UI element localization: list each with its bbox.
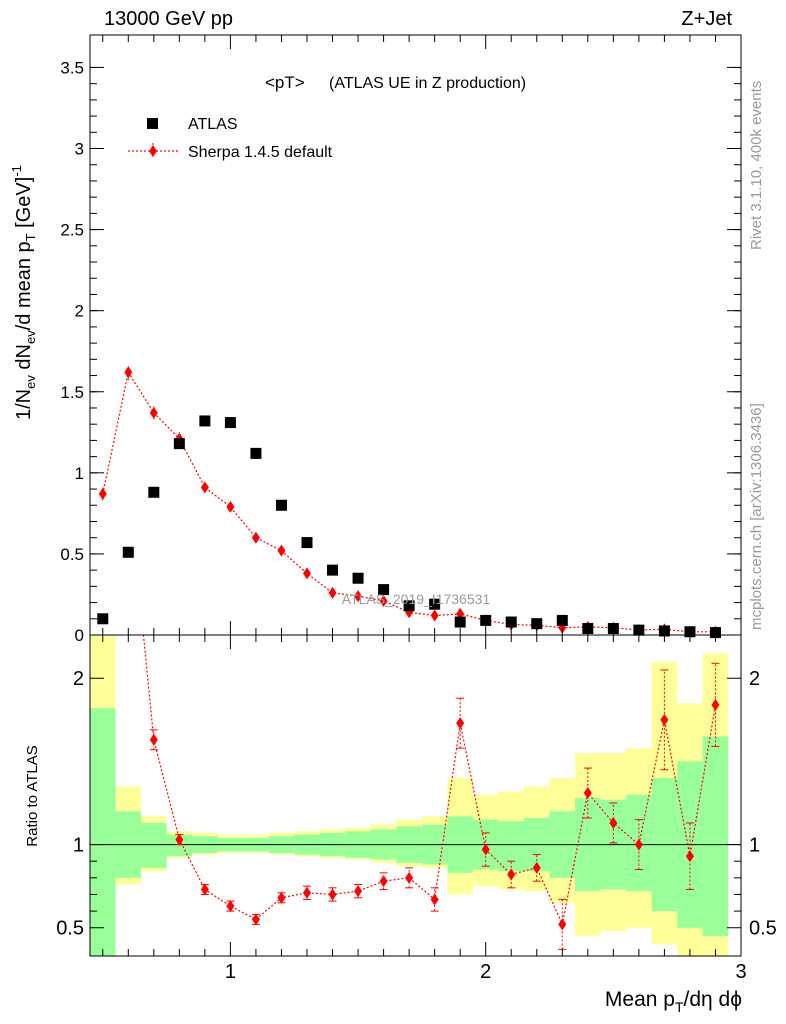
atlas-point	[378, 584, 390, 596]
legend-marker-atlas	[147, 118, 158, 129]
ratio-y-tick-label-right: 1	[749, 835, 760, 857]
main-y-tick-label: 0	[75, 626, 84, 645]
atlas-point	[275, 499, 287, 511]
main-y-axis: 0 0.5 1 1.5 2 2.5 3 3.5	[60, 35, 742, 645]
sherpa-point	[379, 594, 388, 607]
plot-title: <pT>	[265, 73, 305, 92]
legend-marker-sherpa	[149, 145, 157, 157]
ratio-point	[507, 868, 516, 881]
atlas-point	[454, 616, 466, 628]
atlas-point	[531, 618, 543, 630]
ratio-point	[200, 883, 209, 896]
main-y-tick-label: 3.5	[60, 58, 84, 77]
main-y-axis-title: 1/Nev dNev/d mean pT [GeV]-1	[9, 165, 38, 420]
legend-label-atlas: ATLAS	[188, 116, 238, 133]
atlas-point	[505, 616, 517, 628]
ratio-point	[149, 733, 158, 746]
ratio-series-group	[124, 476, 720, 950]
main-y-tick-label: 3	[75, 140, 84, 159]
atlas-point	[327, 564, 339, 576]
atlas-point	[480, 614, 492, 626]
ratio-y-tick-label: 1	[73, 835, 84, 857]
atlas-point	[97, 613, 109, 625]
sherpa-point	[149, 406, 158, 419]
ratio-point	[251, 913, 260, 926]
ratio-plot-content	[90, 476, 741, 956]
ratio-point	[354, 885, 363, 898]
x-axis-title: Mean pT/dη dϕ	[605, 988, 742, 1015]
ratio-point	[634, 838, 643, 851]
atlas-point	[556, 614, 568, 626]
x-tick-label: 1	[225, 961, 236, 983]
header-process-label: Z+Jet	[681, 8, 732, 30]
ratio-point	[558, 918, 567, 931]
sherpa-point	[124, 366, 133, 379]
main-y-tick-label: 0.5	[60, 545, 84, 564]
atlas-point	[352, 572, 364, 584]
ratio-y-tick-label-right: 2	[749, 668, 760, 690]
main-y-tick-label: 1.5	[60, 383, 84, 402]
ratio-point	[456, 717, 465, 730]
ratio-plot-panel: 0.5 0.5 1 1 2 2 1 2 3 Ratio to ATLAS Mean pT/dη …	[24, 476, 777, 1015]
x-tick-label: 3	[735, 961, 746, 983]
ratio-point	[660, 713, 669, 726]
main-y-tick-label: 1	[75, 464, 84, 483]
sherpa-point	[251, 531, 260, 544]
sherpa-point	[303, 567, 311, 580]
atlas-point	[224, 417, 236, 429]
atlas-point	[148, 486, 160, 498]
legend: ATLAS Sherpa 1.4.5 default	[128, 116, 333, 161]
sherpa-point	[328, 586, 337, 599]
ratio-point	[379, 875, 388, 888]
ratio-point	[175, 833, 184, 846]
sherpa-point	[98, 487, 107, 500]
sherpa-point	[200, 481, 209, 494]
atlas-point	[429, 598, 441, 610]
ratio-point	[711, 698, 720, 711]
ratio-point	[277, 891, 286, 904]
ratio-point	[685, 850, 694, 863]
main-plot-panel: 0 0.5 1 1.5 2 2.5 3 3.5 <pT> (ATLAS UE in Z pro…	[9, 34, 742, 645]
ratio-point	[430, 893, 439, 906]
main-y-tick-label: 2	[75, 302, 84, 321]
sherpa-point	[354, 590, 363, 603]
ratio-point	[609, 816, 618, 829]
ratio-y-tick-label-right: 0.5	[749, 918, 777, 940]
side-label-mcplots: mcplots.cern.ch [arXiv:1306.3436]	[748, 403, 765, 630]
ratio-plot-frame	[89, 634, 742, 957]
ratio-y-tick-label: 2	[73, 668, 84, 690]
ratio-point	[481, 843, 490, 856]
legend-label-sherpa: Sherpa 1.4.5 default	[188, 144, 333, 161]
plot-subtitle: (ATLAS UE in Z production)	[329, 75, 526, 92]
atlas-point	[250, 447, 262, 459]
uncertainty-band-green	[90, 708, 116, 956]
atlas-point	[403, 600, 415, 612]
side-label-rivet: Rivet 3.1.10, 400k events	[748, 81, 765, 250]
ratio-point	[328, 888, 337, 901]
atlas-point	[301, 537, 313, 549]
main-y-tick-label: 2.5	[60, 221, 84, 240]
uncertainty-band-green	[702, 736, 729, 937]
ratio-point	[303, 886, 311, 899]
sherpa-point	[277, 544, 286, 557]
ratio-point	[583, 787, 592, 800]
atlas-point	[173, 438, 185, 450]
x-tick-label: 2	[480, 961, 491, 983]
ratio-axes: 0.5 0.5 1 1 2 2 1 2 3	[56, 635, 777, 983]
ratio-point	[226, 900, 235, 913]
ratio-point	[405, 871, 414, 884]
ratio-y-tick-label: 0.5	[56, 918, 84, 940]
ratio-point	[124, 476, 132, 488]
atlas-point	[199, 415, 211, 427]
header-energy-label: 13000 GeV pp	[104, 8, 233, 30]
atlas-point	[122, 546, 134, 558]
uncertainty-band-green	[141, 822, 167, 868]
sherpa-point	[226, 500, 235, 513]
ratio-point	[532, 861, 541, 874]
ratio-y-axis-title: Ratio to ATLAS	[24, 745, 41, 846]
watermark-label: ATLAS_2019_I1736531	[342, 591, 491, 607]
sherpa-point	[430, 609, 439, 622]
